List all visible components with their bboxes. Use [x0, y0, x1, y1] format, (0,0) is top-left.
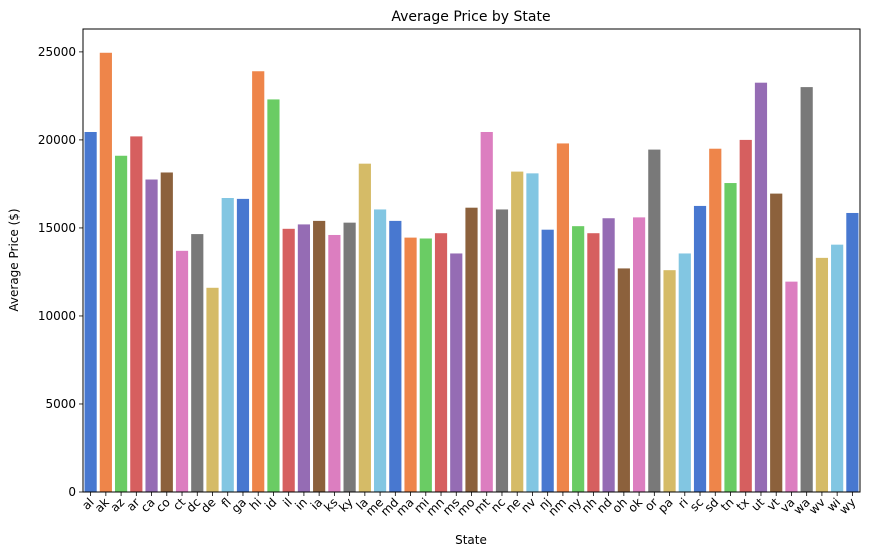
x-tick-label-pa: pa — [655, 495, 675, 515]
x-tick-label-in: in — [292, 495, 310, 513]
bar-sc — [693, 205, 707, 492]
bar-ca — [145, 179, 158, 492]
bar-ms — [450, 253, 463, 492]
bar-az — [114, 155, 128, 492]
bar-ct — [175, 250, 189, 492]
bar-ak — [99, 52, 112, 493]
bar-ma — [404, 237, 417, 492]
bar-al — [84, 131, 97, 493]
bar-wa — [800, 87, 813, 492]
bars-group — [84, 52, 859, 493]
bar-de — [206, 287, 219, 492]
y-tick-label-20000: 20000 — [38, 133, 76, 147]
bar-mt — [480, 131, 493, 493]
bar-in — [297, 224, 311, 492]
x-tick-label-ky: ky — [336, 495, 356, 515]
bar-tx — [739, 139, 752, 492]
y-tick-label-10000: 10000 — [38, 309, 76, 323]
bar-il — [282, 228, 295, 492]
bar-md — [389, 220, 402, 492]
x-tick-label-co: co — [153, 495, 173, 515]
bar-ri — [678, 253, 691, 492]
bar-tn — [724, 183, 737, 493]
bar-mn — [434, 233, 448, 492]
bar-ny — [572, 226, 585, 493]
bar-hi — [252, 71, 265, 492]
bar-me — [373, 209, 387, 492]
x-axis-label: State — [455, 533, 487, 547]
bar-wv — [815, 257, 829, 492]
bar-nc — [495, 209, 509, 492]
bar-vt — [770, 193, 783, 492]
bar-ut — [754, 82, 768, 492]
bar-pa — [663, 270, 676, 492]
plot-frame — [82, 28, 861, 493]
bar-ga — [236, 198, 250, 492]
bar-ks — [328, 234, 341, 492]
bar-nd — [602, 218, 615, 492]
y-axis-label: Average Price ($) — [7, 208, 21, 311]
bar-mi — [419, 238, 432, 492]
bar-ia — [313, 220, 326, 492]
bar-ar — [130, 136, 143, 492]
x-tick-label-ga: ga — [229, 495, 249, 515]
bar-ne — [511, 171, 524, 492]
bar-fl — [221, 198, 234, 492]
y-axis: 0 5000 10000 15000 20000 25000 — [38, 45, 83, 499]
bar-nv — [526, 173, 539, 493]
bar-va — [785, 281, 798, 492]
bar-la — [358, 163, 371, 493]
y-tick-label-25000: 25000 — [38, 45, 76, 59]
x-tick-label-id: id — [262, 495, 280, 513]
bar-nm — [556, 143, 570, 492]
bar-id — [267, 99, 280, 493]
bar-mo — [465, 207, 478, 492]
bar-ky — [343, 222, 356, 492]
x-tick-label-wy: wy — [837, 495, 859, 517]
bar-nj — [541, 229, 554, 492]
bar-wy — [846, 212, 859, 492]
bar-co — [160, 172, 173, 493]
bar-or — [648, 149, 661, 492]
bar-oh — [617, 268, 630, 492]
bar-ok — [632, 217, 646, 492]
chart-title: Average Price by State — [391, 9, 550, 25]
bar-nh — [587, 233, 600, 492]
y-tick-label-0: 0 — [68, 485, 76, 499]
bar-sd — [709, 148, 722, 492]
bar-wi — [831, 244, 844, 492]
y-tick-label-15000: 15000 — [38, 221, 76, 235]
y-tick-label-5000: 5000 — [45, 397, 76, 411]
x-tick-label-de: de — [198, 495, 219, 516]
bar-dc — [191, 234, 204, 492]
x-tick-label-nv: nv — [518, 495, 538, 515]
